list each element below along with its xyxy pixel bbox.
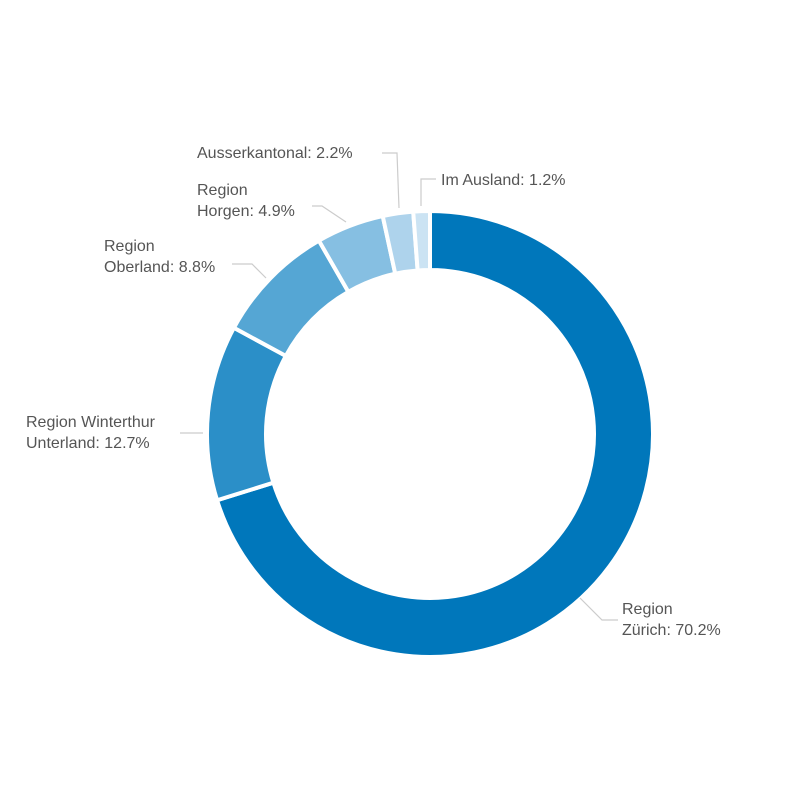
slice-label-4: Region Horgen: 4.9%	[197, 182, 295, 220]
leader-lines	[180, 152, 618, 621]
slice-label-2: Region Winterthur Unterland: 12.7%	[26, 414, 156, 452]
slice-label-line: Im Ausland: 1.2%	[441, 172, 566, 189]
slice-label-line: Zürich: 70.2%	[622, 622, 721, 639]
slice-label-line: Unterland: 12.7%	[26, 435, 150, 452]
leader-line-3	[232, 263, 267, 279]
slice-label-line: Oberland: 8.8%	[104, 259, 215, 276]
leader-line-6	[420, 178, 436, 206]
slice-label-line: Region	[104, 238, 155, 255]
slice-label-line: Horgen: 4.9%	[197, 203, 295, 220]
donut-slices	[205, 208, 655, 659]
slice-label-3: Region Oberland: 8.8%	[104, 238, 215, 276]
donut-slice-6	[411, 208, 432, 273]
slice-label-line: Region Winterthur	[26, 414, 156, 431]
slice-label-line: Region	[622, 601, 673, 618]
slice-label-1: Region Zürich: 70.2%	[622, 601, 721, 639]
leader-line-5	[382, 152, 400, 209]
leader-line-4	[312, 205, 347, 223]
donut-slice-1	[214, 208, 655, 659]
slice-labels: Region Zürich: 70.2% Region Winterthur Unte…	[26, 145, 721, 639]
donut-slice-2	[205, 325, 289, 503]
slice-label-line: Ausserkantonal: 2.2%	[197, 145, 353, 162]
slice-label-line: Region	[197, 182, 248, 199]
leader-line-1	[579, 597, 618, 621]
slice-label-6: Im Ausland: 1.2%	[441, 172, 566, 189]
slice-label-5: Ausserkantonal: 2.2%	[197, 145, 353, 162]
